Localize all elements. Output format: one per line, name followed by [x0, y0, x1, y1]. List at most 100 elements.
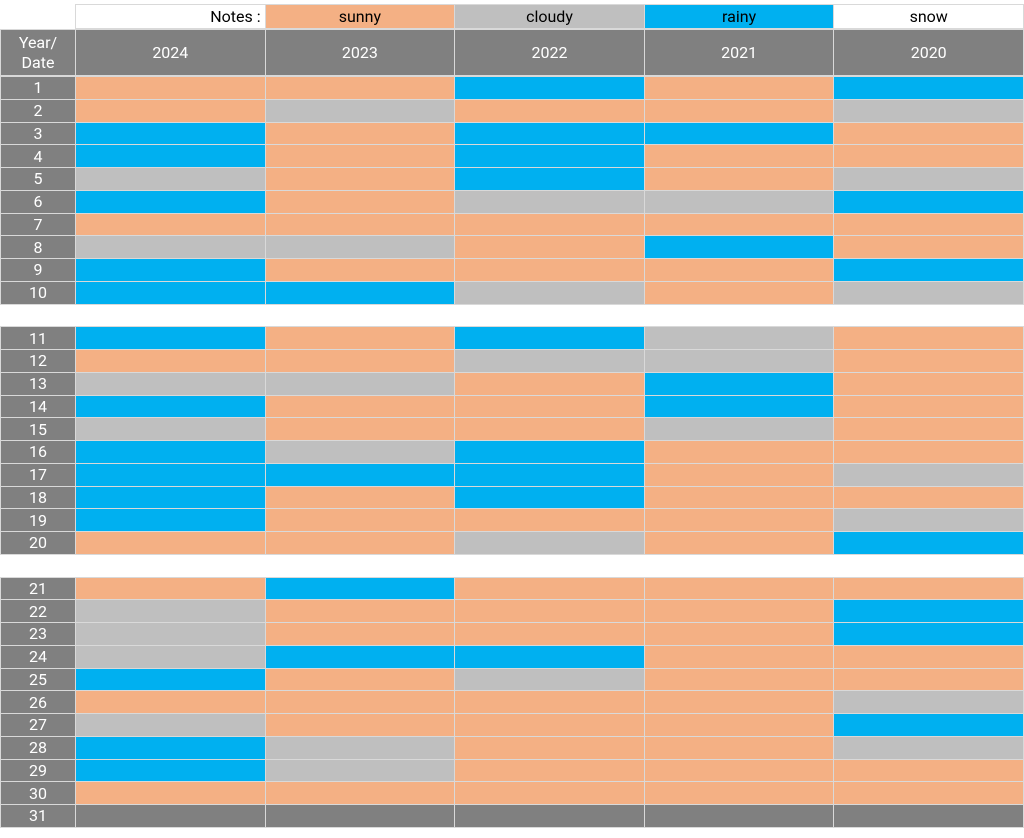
weather-cell [75, 371, 266, 396]
date-cell: 13 [0, 371, 76, 396]
weather-cell [643, 622, 835, 646]
date-cell: 18 [0, 485, 76, 510]
weather-cell [454, 485, 645, 510]
weather-cell [454, 531, 645, 555]
weather-cell [454, 667, 645, 692]
weather-cell [454, 349, 645, 373]
weather-cell [454, 189, 645, 214]
weather-cell [833, 804, 1024, 828]
legend-item: rainy [643, 4, 835, 29]
weather-cell [264, 440, 456, 464]
weather-cell [643, 462, 835, 487]
weather-cell [833, 76, 1024, 100]
date-cell: 3 [0, 121, 76, 146]
weather-cell [643, 349, 835, 373]
weather-cell [643, 76, 835, 100]
weather-cell [833, 462, 1024, 487]
weather-cell [75, 212, 266, 237]
weather-cell [454, 599, 645, 623]
weather-cell [833, 98, 1024, 123]
weather-cell [643, 508, 835, 532]
weather-cell [454, 713, 645, 737]
weather-cell [75, 758, 266, 783]
weather-cell [264, 599, 456, 623]
weather-cell [264, 531, 456, 555]
weather-cell [454, 690, 645, 714]
weather-cell [454, 371, 645, 396]
date-cell: 19 [0, 508, 76, 532]
year-header: 2021 [643, 29, 835, 76]
weather-cell [643, 371, 835, 396]
weather-cell [264, 804, 456, 828]
date-cell: 28 [0, 735, 76, 760]
date-cell: 26 [0, 690, 76, 714]
weather-cell [264, 212, 456, 237]
weather-cell [454, 462, 645, 487]
weather-cell [643, 144, 835, 168]
weather-cell [264, 462, 456, 487]
weather-cell [454, 622, 645, 646]
date-cell: 1 [0, 76, 76, 100]
weather-cell [264, 735, 456, 760]
weather-cell [833, 622, 1024, 646]
weather-cell [454, 326, 645, 350]
corner-header: Year/ Date [0, 29, 76, 76]
weather-cell [264, 280, 456, 305]
date-cell: 24 [0, 644, 76, 669]
weather-cell [833, 349, 1024, 373]
weather-cell [833, 326, 1024, 350]
weather-cell [643, 531, 835, 555]
weather-cell [833, 485, 1024, 510]
weather-cell [454, 417, 645, 441]
date-cell: 20 [0, 531, 76, 555]
weather-cell [454, 235, 645, 259]
legend-label: Notes : [75, 4, 266, 29]
weather-cell [264, 76, 456, 100]
weather-cell [264, 781, 456, 805]
weather-cell [75, 121, 266, 146]
weather-cell [833, 644, 1024, 669]
legend-item: cloudy [454, 4, 645, 29]
weather-cell [75, 713, 266, 737]
weather-cell [75, 326, 266, 350]
date-cell: 15 [0, 417, 76, 441]
weather-cell [643, 485, 835, 510]
weather-cell [75, 531, 266, 555]
weather-cell [643, 258, 835, 282]
year-header: 2020 [833, 29, 1024, 76]
weather-cell [643, 417, 835, 441]
weather-cell [833, 758, 1024, 783]
weather-cell [75, 622, 266, 646]
weather-cell [75, 485, 266, 510]
weather-cell [643, 212, 835, 237]
date-cell: 31 [0, 804, 76, 828]
date-cell: 6 [0, 189, 76, 214]
weather-cell [75, 781, 266, 805]
weather-cell [833, 440, 1024, 464]
weather-cell [264, 121, 456, 146]
weather-cell [264, 576, 456, 601]
weather-cell [643, 644, 835, 669]
weather-cell [264, 667, 456, 692]
weather-cell [75, 394, 266, 419]
weather-cell [454, 280, 645, 305]
weather-cell [643, 576, 835, 601]
weather-cell [643, 599, 835, 623]
weather-cell [75, 280, 266, 305]
weather-cell [833, 394, 1024, 419]
weather-cell [75, 144, 266, 168]
weather-cell [833, 735, 1024, 760]
date-cell: 21 [0, 576, 76, 601]
weather-cell [454, 576, 645, 601]
weather-cell [75, 417, 266, 441]
weather-cell [264, 508, 456, 532]
weather-cell [833, 258, 1024, 282]
date-cell: 8 [0, 235, 76, 259]
weather-cell [75, 98, 266, 123]
weather-cell [264, 485, 456, 510]
weather-cell [75, 667, 266, 692]
weather-cell [643, 98, 835, 123]
weather-cell [75, 690, 266, 714]
weather-cell [264, 326, 456, 350]
